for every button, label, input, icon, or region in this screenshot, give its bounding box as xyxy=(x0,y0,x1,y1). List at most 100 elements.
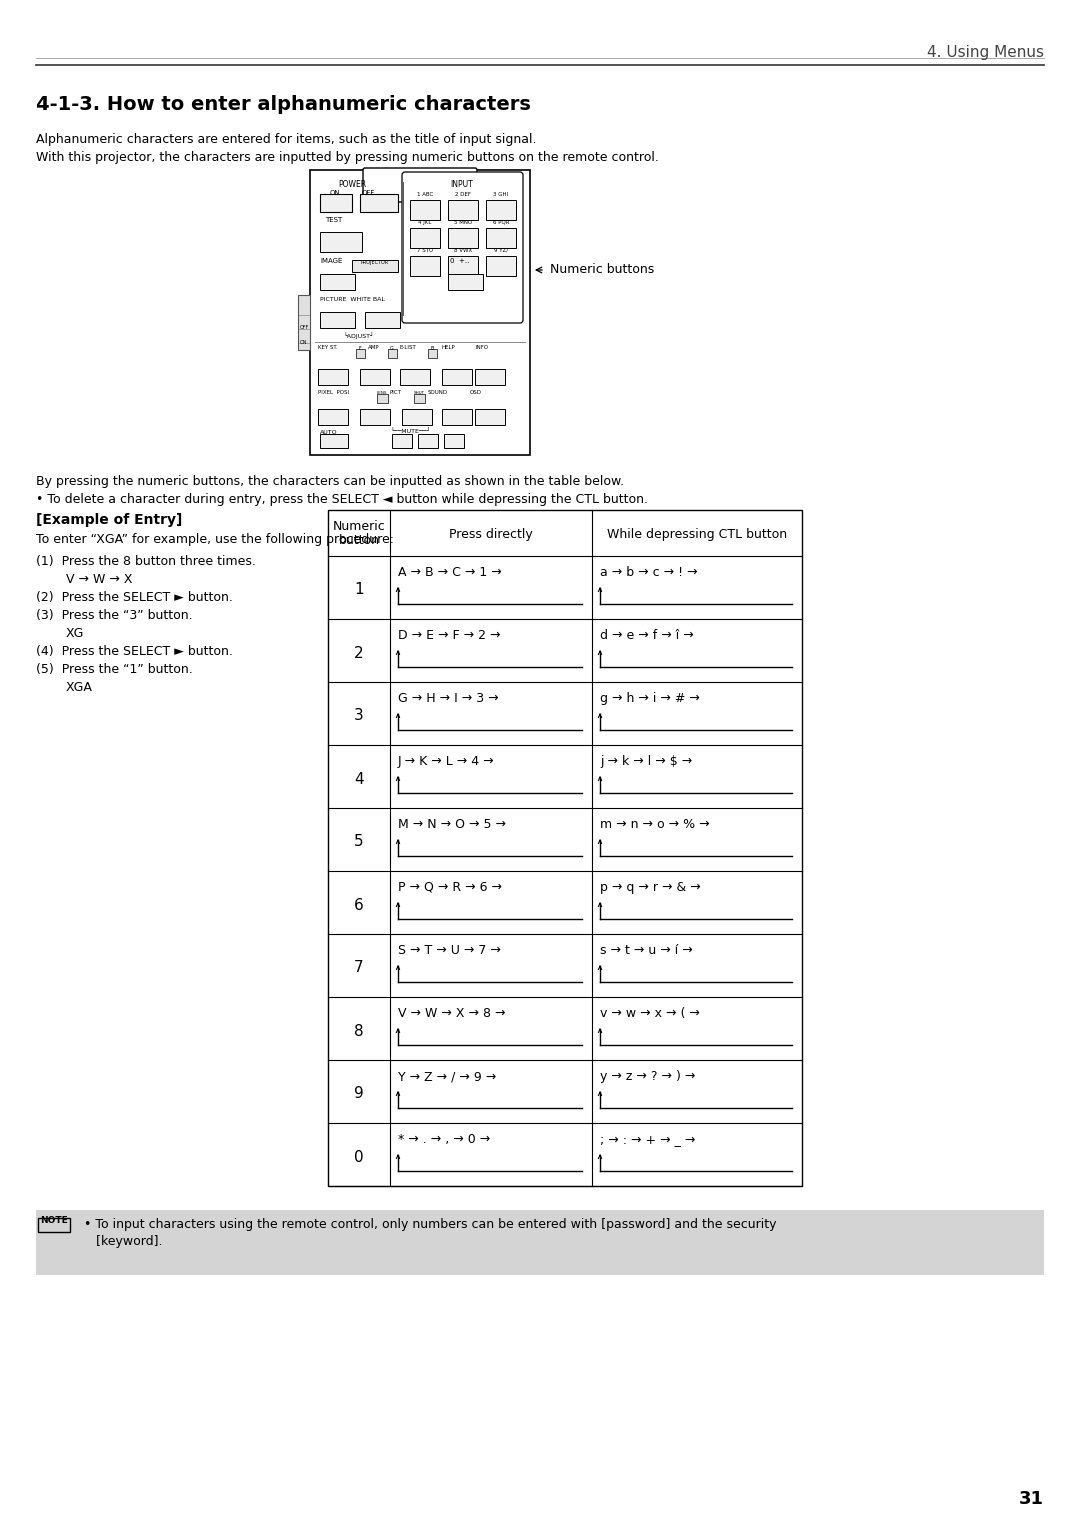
Text: OFF: OFF xyxy=(362,191,375,195)
Bar xyxy=(320,232,362,252)
Bar xyxy=(402,409,432,426)
Text: 9: 9 xyxy=(354,1087,364,1102)
Bar xyxy=(298,295,310,349)
Text: E-LIST: E-LIST xyxy=(400,345,417,349)
Text: 6: 6 xyxy=(354,897,364,913)
Text: M → N → O → 5 →: M → N → O → 5 → xyxy=(399,818,507,832)
Bar xyxy=(400,369,430,385)
Text: j → k → l → $ →: j → k → l → $ → xyxy=(600,755,692,768)
Text: 5 MNO: 5 MNO xyxy=(454,220,472,224)
Text: 3 GHI: 3 GHI xyxy=(494,192,509,197)
Bar xyxy=(448,256,478,276)
Text: y → z → ? → ) →: y → z → ? → ) → xyxy=(600,1070,696,1083)
Bar xyxy=(36,1210,1044,1276)
Bar xyxy=(448,227,478,249)
Bar xyxy=(442,409,472,426)
Text: Numeric buttons: Numeric buttons xyxy=(550,262,654,276)
Bar xyxy=(392,433,411,449)
Text: • To delete a character during entry, press the SELECT ◄ button while depressing: • To delete a character during entry, pr… xyxy=(36,493,648,507)
Bar xyxy=(414,394,426,403)
Bar xyxy=(444,433,464,449)
Bar xyxy=(377,394,388,403)
Text: D → E → F → 2 →: D → E → F → 2 → xyxy=(399,629,500,642)
Text: With this projector, the characters are inputted by pressing numeric buttons on : With this projector, the characters are … xyxy=(36,151,659,163)
Text: AMP: AMP xyxy=(368,345,380,349)
Bar xyxy=(428,349,437,359)
Text: INFO: INFO xyxy=(475,345,488,349)
Bar xyxy=(365,311,400,328)
Text: a → b → c → ! →: a → b → c → ! → xyxy=(600,566,698,578)
Text: 8: 8 xyxy=(354,1024,364,1039)
Text: 6 PQR: 6 PQR xyxy=(492,220,510,224)
Text: 4 JKL: 4 JKL xyxy=(418,220,432,224)
Text: XG: XG xyxy=(66,627,84,639)
Bar xyxy=(356,349,365,359)
Text: 3: 3 xyxy=(354,708,364,723)
Text: Alphanumeric characters are entered for items, such as the title of input signal: Alphanumeric characters are entered for … xyxy=(36,133,537,146)
Text: P → Q → R → 6 →: P → Q → R → 6 → xyxy=(399,881,502,894)
Bar xyxy=(418,433,438,449)
Text: 8 VWX: 8 VWX xyxy=(454,249,472,253)
Text: AUTO: AUTO xyxy=(320,430,338,435)
Bar xyxy=(360,369,390,385)
Text: 4. Using Menus: 4. Using Menus xyxy=(927,44,1044,60)
Bar xyxy=(448,200,478,220)
Text: [Example of Entry]: [Example of Entry] xyxy=(36,513,183,526)
Text: (4)  Press the SELECT ► button.: (4) Press the SELECT ► button. xyxy=(36,645,233,658)
Bar xyxy=(352,259,399,272)
Text: NOTE: NOTE xyxy=(40,1216,68,1225)
Text: F: F xyxy=(359,346,362,351)
Text: ON: ON xyxy=(329,191,340,195)
Text: g → h → i → # →: g → h → i → # → xyxy=(600,691,700,705)
Bar xyxy=(328,510,802,1186)
Bar xyxy=(448,275,483,290)
Text: (5)  Press the “1” button.: (5) Press the “1” button. xyxy=(36,662,192,676)
Bar xyxy=(318,369,348,385)
Text: HELP: HELP xyxy=(442,345,456,349)
Text: ON: ON xyxy=(300,340,308,345)
Text: m → n → o → % →: m → n → o → % → xyxy=(600,818,710,832)
Bar xyxy=(486,200,516,220)
Text: V → W → X → 8 →: V → W → X → 8 → xyxy=(399,1007,505,1019)
Text: OFF: OFF xyxy=(300,325,309,330)
Bar xyxy=(442,369,472,385)
Text: While depressing CTL button: While depressing CTL button xyxy=(607,528,787,542)
Text: 2 DEF: 2 DEF xyxy=(455,192,471,197)
Text: [keyword].: [keyword]. xyxy=(84,1235,162,1248)
Text: 5: 5 xyxy=(354,835,364,850)
Text: └──MUTE──┘: └──MUTE──┘ xyxy=(390,427,430,433)
Text: 1 ABC: 1 ABC xyxy=(417,192,433,197)
Bar xyxy=(410,200,440,220)
Text: v → w → x → ( →: v → w → x → ( → xyxy=(600,1007,700,1019)
Text: PROJECTOR: PROJECTOR xyxy=(361,259,389,266)
Bar xyxy=(388,349,397,359)
Text: PICTURE  WHITE BAL: PICTURE WHITE BAL xyxy=(320,298,384,302)
Text: p → q → r → & →: p → q → r → & → xyxy=(600,881,701,894)
FancyBboxPatch shape xyxy=(402,172,523,324)
Bar xyxy=(320,275,355,290)
Text: 4-1-3. How to enter alphanumeric characters: 4-1-3. How to enter alphanumeric charact… xyxy=(36,95,531,114)
Bar xyxy=(410,227,440,249)
Text: B: B xyxy=(430,346,434,351)
Bar xyxy=(320,194,352,212)
Text: Y → Z → / → 9 →: Y → Z → / → 9 → xyxy=(399,1070,496,1083)
Text: XGA: XGA xyxy=(66,681,93,694)
Text: G: G xyxy=(390,346,394,351)
Text: INPUT: INPUT xyxy=(450,180,473,189)
Bar xyxy=(38,1218,70,1231)
Text: LENS: LENS xyxy=(377,391,388,395)
Text: (1)  Press the 8 button three times.: (1) Press the 8 button three times. xyxy=(36,555,256,568)
Text: IMAGE: IMAGE xyxy=(320,258,342,264)
Text: Press directly: Press directly xyxy=(449,528,532,542)
Text: V → W → X: V → W → X xyxy=(66,572,133,586)
Text: └ADJUST┘: └ADJUST┘ xyxy=(343,333,374,339)
Text: PIXEL  POSI: PIXEL POSI xyxy=(318,391,349,395)
Text: 0  +..: 0 +.. xyxy=(450,258,470,264)
Text: POWER: POWER xyxy=(338,180,366,189)
Text: TEST: TEST xyxy=(325,217,342,223)
Text: • To input characters using the remote control, only numbers can be entered with: • To input characters using the remote c… xyxy=(84,1218,777,1231)
Text: To enter “XGA” for example, use the following procedure:: To enter “XGA” for example, use the foll… xyxy=(36,533,394,546)
Bar xyxy=(475,409,505,426)
Text: 4: 4 xyxy=(354,772,364,786)
Bar xyxy=(320,433,348,449)
